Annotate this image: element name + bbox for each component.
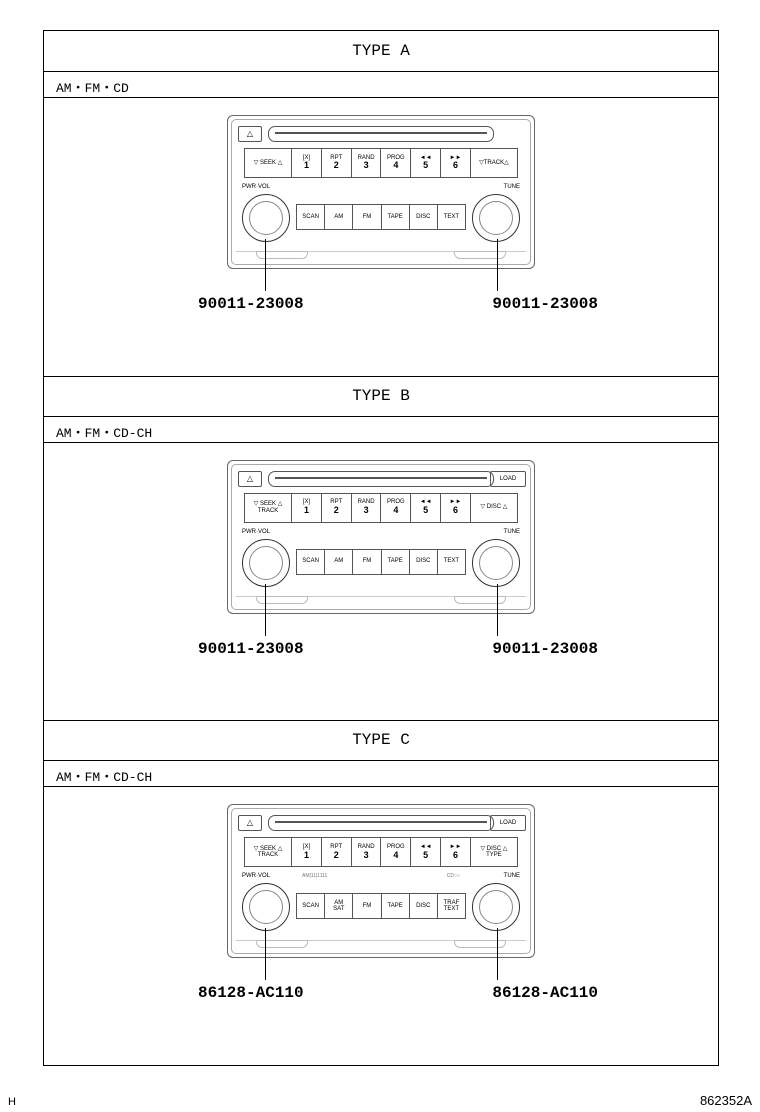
- part-number-right: 90011-23008: [492, 295, 598, 313]
- mode-tape: TAPE: [381, 549, 410, 575]
- mode-disc: DISC: [409, 204, 438, 230]
- volume-knob: [242, 194, 290, 242]
- mode-am: AMSAT: [324, 893, 353, 919]
- knob-left-label: PWR·VOL: [242, 873, 270, 879]
- mode-fm: FM: [352, 549, 381, 575]
- cd-slot: [268, 471, 494, 487]
- tune-knob: [472, 883, 520, 931]
- knob-right-label: TUNE: [504, 873, 520, 879]
- knob-right-label: TUNE: [504, 184, 520, 190]
- seek-button: ▽ SEEK △TRACK: [244, 837, 292, 867]
- knob-left-label: PWR·VOL: [242, 529, 270, 535]
- mode-scan: SCAN: [296, 204, 325, 230]
- part-number-right: 86128-AC110: [492, 984, 598, 1002]
- preset-4: PROG4: [380, 148, 411, 178]
- seek-button: ▽ SEEK △TRACK: [244, 493, 292, 523]
- load-button: LOAD: [490, 471, 526, 487]
- seek-button: ▽ SEEK △: [244, 148, 292, 178]
- preset-3: RAND3: [351, 493, 382, 523]
- preset-4: PROG4: [380, 837, 411, 867]
- preset-1: [X]1: [291, 493, 322, 523]
- mode-tape: TAPE: [381, 204, 410, 230]
- section-title: TYPE C: [44, 720, 718, 760]
- preset-5: ◄◄5: [410, 493, 441, 523]
- outer-frame: TYPE AAM・FM・CD△▽ SEEK △[X]1RPT2RAND3PROG…: [43, 30, 719, 1066]
- tune-knob: [472, 194, 520, 242]
- mode-disc: DISC: [409, 893, 438, 919]
- mode-row: SCANAMSATFMTAPEDISCTRAFTEXT: [296, 893, 466, 919]
- knob-left-label: PWR·VOL: [242, 184, 270, 190]
- mode-scan: SCAN: [296, 893, 325, 919]
- footer-right: 862352A: [700, 1093, 752, 1108]
- mode-am: AM: [324, 204, 353, 230]
- preset-row: ▽ SEEK △TRACK[X]1RPT2RAND3PROG4◄◄5►►6▽ D…: [244, 837, 518, 867]
- preset-5: ◄◄5: [410, 837, 441, 867]
- preset-3: RAND3: [351, 148, 382, 178]
- mode-traf: TRAFTEXT: [437, 893, 466, 919]
- load-button: LOAD: [490, 815, 526, 831]
- preset-1: [X]1: [291, 148, 322, 178]
- tune-knob: [472, 539, 520, 587]
- eject-button: △: [238, 471, 262, 487]
- part-number-left: 90011-23008: [198, 295, 304, 313]
- preset-6: ►►6: [440, 148, 471, 178]
- mode-fm: FM: [352, 893, 381, 919]
- mode-text: TEXT: [437, 204, 466, 230]
- section-panel: △ ▽ SEEK △[X]1RPT2RAND3PROG4◄◄5►►6▽TRACK△…: [44, 97, 718, 376]
- mode-scan: SCAN: [296, 549, 325, 575]
- preset-3: RAND3: [351, 837, 382, 867]
- mode-row: SCANAMFMTAPEDISCTEXT: [296, 204, 466, 230]
- page: TYPE AAM・FM・CD△▽ SEEK △[X]1RPT2RAND3PROG…: [0, 0, 760, 1112]
- track-disc-button: ▽TRACK△: [470, 148, 518, 178]
- cd-slot: [268, 815, 494, 831]
- mode-fm: FM: [352, 204, 381, 230]
- section-title: TYPE A: [44, 31, 718, 71]
- track-disc-button: ▽ DISC △TYPE: [470, 837, 518, 867]
- section-panel: △ LOAD ▽ SEEK △TRACK[X]1RPT2RAND3PROG4◄◄5►…: [44, 442, 718, 721]
- volume-knob: [242, 883, 290, 931]
- eject-button: △: [238, 815, 262, 831]
- part-number-left: 90011-23008: [198, 640, 304, 658]
- volume-knob: [242, 539, 290, 587]
- cd-slot: [268, 126, 494, 142]
- mode-tape: TAPE: [381, 893, 410, 919]
- preset-row: ▽ SEEK △TRACK[X]1RPT2RAND3PROG4◄◄5►►6▽ D…: [244, 493, 518, 523]
- part-number-right: 90011-23008: [492, 640, 598, 658]
- eject-button: △: [238, 126, 262, 142]
- preset-2: RPT2: [321, 148, 352, 178]
- mode-row: SCANAMFMTAPEDISCTEXT: [296, 549, 466, 575]
- radio-unit: △ ▽ SEEK △[X]1RPT2RAND3PROG4◄◄5►►6▽TRACK△…: [227, 115, 535, 269]
- preset-5: ◄◄5: [410, 148, 441, 178]
- preset-6: ►►6: [440, 837, 471, 867]
- preset-2: RPT2: [321, 493, 352, 523]
- preset-4: PROG4: [380, 493, 411, 523]
- preset-2: RPT2: [321, 837, 352, 867]
- section-title: TYPE B: [44, 376, 718, 416]
- part-number-left: 86128-AC110: [198, 984, 304, 1002]
- mode-am: AM: [324, 549, 353, 575]
- section-panel: △ LOAD ▽ SEEK △TRACK[X]1RPT2RAND3PROG4◄◄5►…: [44, 786, 718, 1065]
- preset-row: ▽ SEEK △[X]1RPT2RAND3PROG4◄◄5►►6▽TRACK△: [244, 148, 518, 178]
- preset-1: [X]1: [291, 837, 322, 867]
- footer-left: H: [8, 1096, 16, 1108]
- mode-text: TEXT: [437, 549, 466, 575]
- preset-6: ►►6: [440, 493, 471, 523]
- knob-right-label: TUNE: [504, 529, 520, 535]
- radio-unit: △ LOAD ▽ SEEK △TRACK[X]1RPT2RAND3PROG4◄◄5►…: [227, 804, 535, 958]
- mode-disc: DISC: [409, 549, 438, 575]
- track-disc-button: ▽ DISC △: [470, 493, 518, 523]
- radio-unit: △ LOAD ▽ SEEK △TRACK[X]1RPT2RAND3PROG4◄◄5►…: [227, 460, 535, 614]
